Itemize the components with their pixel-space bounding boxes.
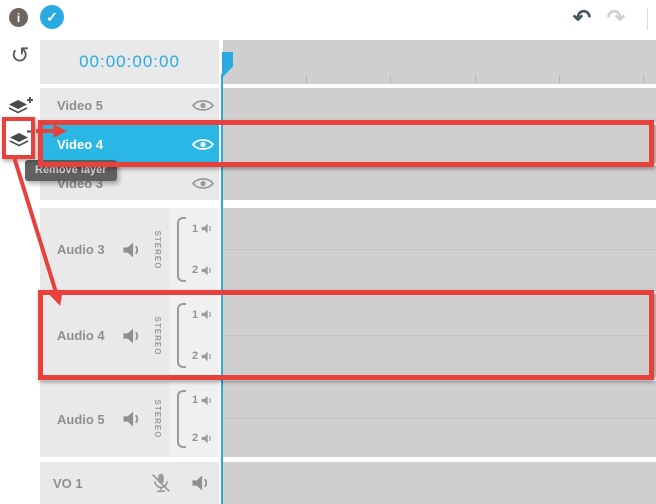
channel-1: 1 [170,381,219,419]
speaker-icon[interactable] [122,411,142,428]
track-name: Video 4 [57,136,104,152]
speaker-icon[interactable] [201,265,213,276]
track-name: Audio 4 [57,328,105,343]
channel-number: 2 [192,350,199,363]
stereo-bracket-icon [177,303,186,368]
channel-1: 1 [170,294,219,336]
playhead-line[interactable] [221,74,223,504]
speaker-icon[interactable] [191,475,211,492]
track-content[interactable] [223,88,656,122]
track-label[interactable]: Video 4 [40,125,219,163]
channel-column: 1 2 [170,208,219,291]
speaker-icon[interactable] [201,309,213,320]
eye-icon[interactable] [192,175,214,191]
playhead-marker[interactable] [222,52,233,78]
microphone-muted-icon[interactable] [150,472,172,494]
redo-glyph: ↷ [606,5,626,30]
channel-column: 1 2 [170,381,219,457]
timecode-display: 00:00:00:00 [40,40,219,84]
channel-number: 2 [192,432,199,444]
track-label[interactable]: Audio 5 STEREO [40,381,170,457]
track-audio-3[interactable]: Audio 3 STEREO 1 2 [0,208,656,291]
track-video-4[interactable]: Video 4 [0,125,656,163]
track-video-5[interactable]: Video 5 [0,88,656,122]
track-content[interactable] [223,166,656,200]
channel-number: 1 [192,394,199,406]
track-audio-5[interactable]: Audio 5 STEREO 1 2 [0,381,656,457]
speaker-icon[interactable] [201,351,213,362]
eye-icon[interactable] [192,136,214,152]
tooltip: Remove layer [25,160,117,181]
stereo-bracket-icon [177,390,186,448]
ruler-tick [643,75,644,84]
speaker-icon[interactable] [201,223,213,234]
redo-icon[interactable]: ↷ [602,4,630,32]
stereo-label: STEREO [153,230,163,269]
rotate-glyph: ↺ [10,42,30,68]
channel-2: 2 [170,250,219,292]
timecode-value: 00:00:00:00 [79,52,180,71]
remove-layer-icon[interactable] [7,128,35,152]
channel-divider [223,334,656,336]
channel-number: 1 [192,308,199,321]
stereo-bracket-icon [177,217,186,282]
track-label[interactable]: VO 1 [40,462,219,504]
track-label[interactable]: Audio 4 STEREO [40,294,170,377]
track-content[interactable] [223,381,656,457]
track-content[interactable] [223,208,656,291]
channel-number: 1 [192,222,199,235]
track-label[interactable]: Video 5 [40,88,219,122]
timeline-ruler[interactable] [223,40,656,84]
speaker-icon[interactable] [122,327,142,344]
undo-icon[interactable]: ↶ [568,4,596,32]
track-content[interactable] [223,125,656,163]
undo-glyph: ↶ [572,5,592,30]
track-name: Audio 3 [57,242,105,257]
add-layer-icon[interactable] [6,96,34,120]
ruler-tick [475,75,476,84]
channel-1: 1 [170,208,219,250]
ruler-tick [559,75,560,84]
check-icon[interactable]: ✓ [40,5,64,29]
channel-2: 2 [170,419,219,457]
channel-2: 2 [170,336,219,378]
stereo-label: STEREO [153,316,163,355]
ruler-tick [306,75,307,84]
stereo-label: STEREO [153,399,163,439]
info-icon[interactable]: i [9,8,28,27]
eye-icon[interactable] [192,97,214,113]
check-glyph: ✓ [46,8,58,25]
info-glyph: i [16,10,21,25]
rotate-icon[interactable]: ↺ [7,42,33,68]
track-label[interactable]: Audio 3 STEREO [40,208,170,291]
track-content[interactable] [223,462,656,504]
channel-divider [223,248,656,250]
channel-divider [223,418,656,419]
track-name: Video 5 [57,97,104,113]
channel-number: 2 [192,264,199,277]
track-audio-4[interactable]: Audio 4 STEREO 1 2 [0,294,656,377]
track-name: VO 1 [53,475,83,491]
channel-column: 1 2 [170,294,219,377]
speaker-icon[interactable] [201,395,213,406]
tooltip-text: Remove layer [35,164,107,176]
speaker-icon[interactable] [122,241,142,258]
toolbar-divider [647,8,648,30]
track-name: Audio 5 [57,411,105,427]
speaker-icon[interactable] [201,433,213,444]
track-content[interactable] [223,294,656,377]
track-vo-1[interactable]: VO 1 [0,462,656,504]
ruler-tick [390,75,391,84]
